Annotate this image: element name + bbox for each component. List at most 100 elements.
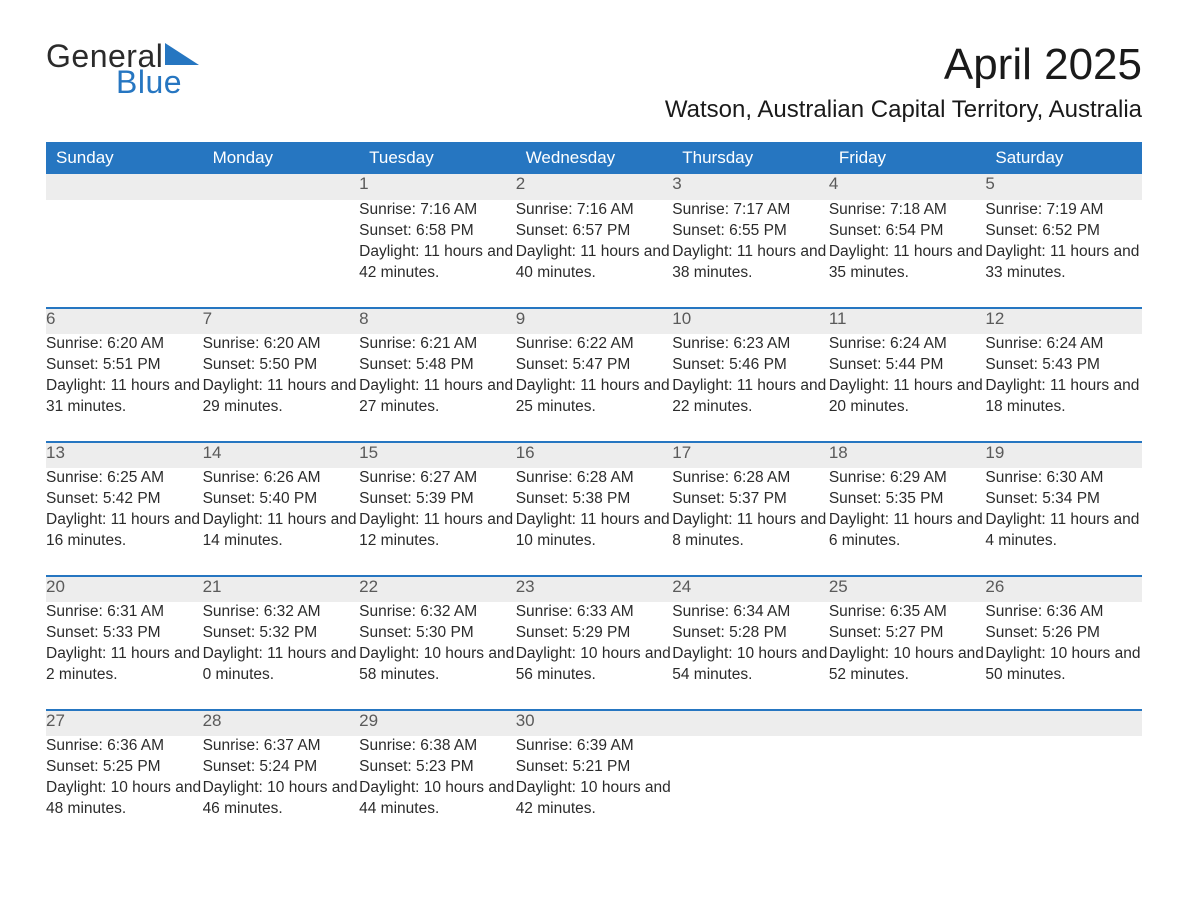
- sunset-line: Sunset: 6:54 PM: [829, 222, 944, 239]
- sunset-line: Sunset: 5:30 PM: [359, 624, 474, 641]
- sunrise-line: Sunrise: 6:36 AM: [46, 737, 164, 754]
- sunset-line: Sunset: 5:47 PM: [516, 356, 631, 373]
- title-block: April 2025 Watson, Australian Capital Te…: [665, 40, 1142, 134]
- day-number-cell: [46, 174, 203, 200]
- sunset-line: Sunset: 5:42 PM: [46, 490, 161, 507]
- day-number-cell: [672, 710, 829, 736]
- week-detail-row: Sunrise: 6:31 AM Sunset: 5:33 PM Daylight:…: [46, 602, 1142, 710]
- sunrise-line: Sunrise: 6:21 AM: [359, 335, 477, 352]
- daylight-line: Daylight: 11 hours and 12 minutes.: [359, 511, 513, 549]
- day-number-cell: 8: [359, 308, 516, 334]
- day-detail-cell: Sunrise: 6:20 AM Sunset: 5:51 PM Daylight:…: [46, 334, 203, 442]
- sunrise-line: Sunrise: 6:36 AM: [985, 603, 1103, 620]
- sunset-line: Sunset: 5:23 PM: [359, 758, 474, 775]
- sunset-line: Sunset: 5:43 PM: [985, 356, 1100, 373]
- daylight-line: Daylight: 11 hours and 40 minutes.: [516, 243, 670, 281]
- sunrise-line: Sunrise: 6:24 AM: [985, 335, 1103, 352]
- sunset-line: Sunset: 5:32 PM: [203, 624, 318, 641]
- daylight-line: Daylight: 11 hours and 20 minutes.: [829, 377, 983, 415]
- daylight-line: Daylight: 11 hours and 29 minutes.: [203, 377, 357, 415]
- day-detail-cell: Sunrise: 6:20 AMSunset: 5:50 PMDaylight:…: [203, 334, 360, 442]
- day-detail-cell: Sunrise: 6:25 AMSunset: 5:42 PMDaylight:…: [46, 468, 203, 576]
- daylight-line: Daylight: 11 hours and 31 minutes.: [46, 377, 200, 415]
- sunrise-line: Sunrise: 6:23 AM: [672, 335, 790, 352]
- day-header: Friday: [829, 142, 986, 174]
- sunrise-line: Sunrise: 6:20 AM: [46, 335, 164, 352]
- calendar-header-row: SundayMondayTuesdayWednesdayThursdayFrid…: [46, 142, 1142, 174]
- daylight-line: Daylight: 11 hours and 22 minutes.: [672, 377, 826, 415]
- day-detail-cell: Sunrise: 6:38 AM Sunset: 5:23 PM Daylight:…: [359, 736, 516, 844]
- day-detail-cell: Sunrise: 6:21 AMSunset: 5:48 PMDaylight:…: [359, 334, 516, 442]
- day-number-cell: 20: [46, 576, 203, 602]
- day-number-cell: 22: [359, 576, 516, 602]
- sunrise-line: Sunrise: 7:18 AM: [829, 201, 947, 218]
- daylight-line: Daylight: 10 hours and 46 minutes.: [203, 779, 358, 817]
- calendar-body: 12345 Sunrise: 7:16 AMSunset: 6:58 PMDay…: [46, 174, 1142, 844]
- day-header: Saturday: [985, 142, 1142, 174]
- day-detail-cell: [829, 736, 986, 844]
- day-number-cell: [985, 710, 1142, 736]
- daylight-line: Daylight: 11 hours and 0 minutes.: [203, 645, 357, 683]
- day-header: Monday: [203, 142, 360, 174]
- day-number-cell: 12: [985, 308, 1142, 334]
- daylight-line: Daylight: 11 hours and 18 minutes.: [985, 377, 1139, 415]
- day-number-cell: 24: [672, 576, 829, 602]
- daylight-line: Daylight: 11 hours and 38 minutes.: [672, 243, 826, 281]
- sunset-line: Sunset: 5:40 PM: [203, 490, 318, 507]
- daylight-line: Daylight: 11 hours and 14 minutes.: [203, 511, 357, 549]
- day-number-cell: 18: [829, 442, 986, 468]
- daylight-line: Daylight: 11 hours and 8 minutes.: [672, 511, 826, 549]
- day-detail-cell: Sunrise: 6:27 AMSunset: 5:39 PMDaylight:…: [359, 468, 516, 576]
- daylight-line: Daylight: 11 hours and 27 minutes.: [359, 377, 513, 415]
- day-detail-cell: Sunrise: 6:31 AM Sunset: 5:33 PM Daylight:…: [46, 602, 203, 710]
- day-detail-cell: Sunrise: 6:24 AM Sunset: 5:43 PM Daylight:…: [985, 334, 1142, 442]
- sunset-line: Sunset: 5:24 PM: [203, 758, 318, 775]
- daylight-line: Daylight: 10 hours and 44 minutes.: [359, 779, 514, 817]
- sunset-line: Sunset: 5:34 PM: [985, 490, 1100, 507]
- sunrise-line: Sunrise: 6:27 AM: [359, 469, 477, 486]
- daylight-line: Daylight: 11 hours and 2 minutes.: [46, 645, 200, 683]
- location: Watson, Australian Capital Territory, Au…: [665, 96, 1142, 124]
- sunset-line: Sunset: 5:28 PM: [672, 624, 787, 641]
- day-number-cell: 10: [672, 308, 829, 334]
- sunrise-line: Sunrise: 6:35 AM: [829, 603, 947, 620]
- week-detail-row: Sunrise: 6:25 AMSunset: 5:42 PMDaylight:…: [46, 468, 1142, 576]
- daylight-line: Daylight: 10 hours and 52 minutes.: [829, 645, 984, 683]
- sunrise-line: Sunrise: 6:32 AM: [203, 603, 321, 620]
- day-detail-cell: Sunrise: 6:32 AM Sunset: 5:32 PM Daylight:…: [203, 602, 360, 710]
- sunrise-line: Sunrise: 6:31 AM: [46, 603, 164, 620]
- sunrise-line: Sunrise: 6:38 AM: [359, 737, 477, 754]
- day-header: Wednesday: [516, 142, 673, 174]
- week-detail-row: Sunrise: 7:16 AM Sunset: 6:58 PM Daylight:…: [46, 200, 1142, 308]
- sunset-line: Sunset: 6:58 PM: [359, 222, 474, 239]
- week-detail-row: Sunrise: 6:20 AM Sunset: 5:51 PM Daylight:…: [46, 334, 1142, 442]
- sunset-line: Sunset: 5:51 PM: [46, 356, 161, 373]
- calendar-table: SundayMondayTuesdayWednesdayThursdayFrid…: [46, 142, 1142, 844]
- sunrise-line: Sunrise: 6:29 AM: [829, 469, 947, 486]
- daylight-line: Daylight: 11 hours and 25 minutes.: [516, 377, 670, 415]
- sunrise-line: Sunrise: 6:32 AM: [359, 603, 477, 620]
- sunset-line: Sunset: 5:33 PM: [46, 624, 161, 641]
- sunset-line: Sunset: 5:29 PM: [516, 624, 631, 641]
- sunrise-line: Sunrise: 7:16 AM: [516, 201, 634, 218]
- sunset-line: Sunset: 6:55 PM: [672, 222, 787, 239]
- sunset-line: Sunset: 5:27 PM: [829, 624, 944, 641]
- daylight-line: Daylight: 11 hours and 6 minutes.: [829, 511, 983, 549]
- logo-text-blue: Blue: [116, 66, 199, 98]
- day-number-cell: 17: [672, 442, 829, 468]
- day-number-cell: [203, 174, 360, 200]
- header: General Blue April 2025 Watson, Australi…: [46, 40, 1142, 134]
- sunset-line: Sunset: 5:35 PM: [829, 490, 944, 507]
- week-daynum-row: 27282930: [46, 710, 1142, 736]
- week-daynum-row: 20212223242526: [46, 576, 1142, 602]
- sunrise-line: Sunrise: 7:17 AM: [672, 201, 790, 218]
- logo: General Blue: [46, 40, 199, 98]
- sunrise-line: Sunrise: 6:37 AM: [203, 737, 321, 754]
- sunset-line: Sunset: 5:50 PM: [203, 356, 318, 373]
- sunrise-line: Sunrise: 6:39 AM: [516, 737, 634, 754]
- daylight-line: Daylight: 10 hours and 56 minutes.: [516, 645, 671, 683]
- day-number-cell: 26: [985, 576, 1142, 602]
- day-header: Sunday: [46, 142, 203, 174]
- day-detail-cell: Sunrise: 6:24 AMSunset: 5:44 PMDaylight:…: [829, 334, 986, 442]
- sunrise-line: Sunrise: 6:26 AM: [203, 469, 321, 486]
